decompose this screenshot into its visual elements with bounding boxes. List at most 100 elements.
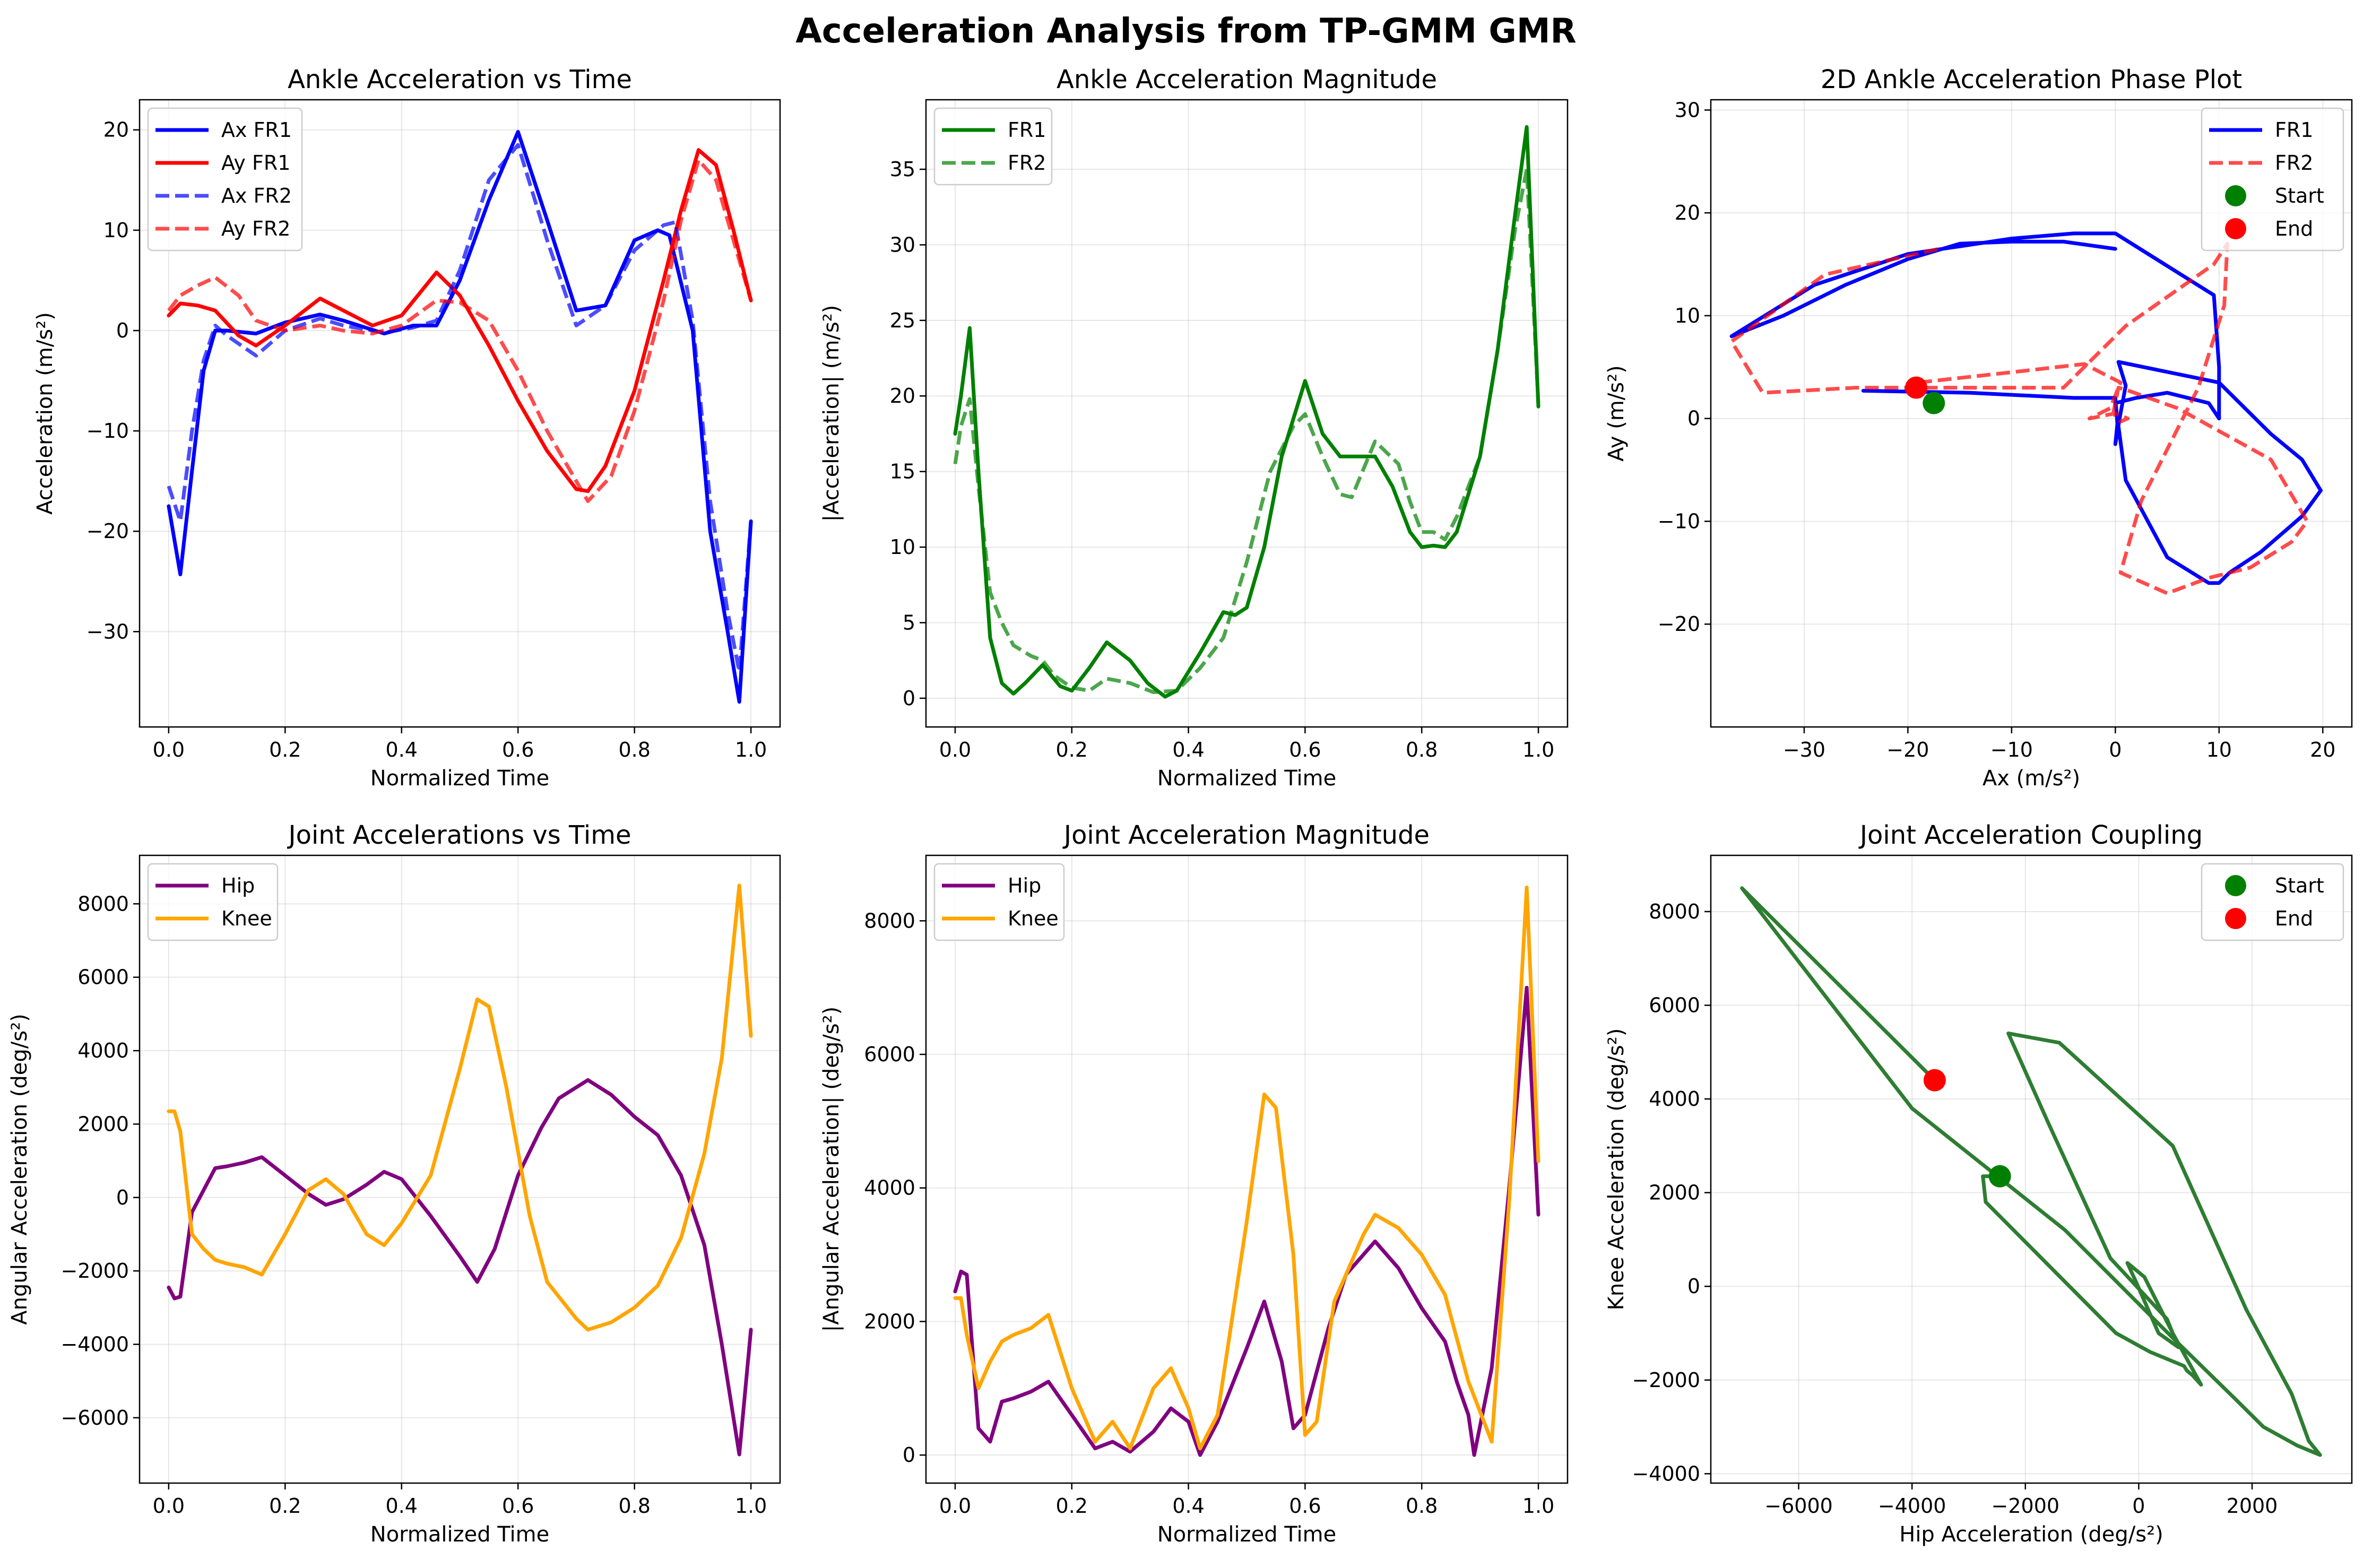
y-tick-label: 0 <box>1687 407 1700 430</box>
y-tick-label: 30 <box>890 233 915 256</box>
y-tick-label: 20 <box>890 384 915 408</box>
x-tick-label: 0 <box>2109 738 2122 761</box>
legend: Hip Knee <box>933 863 1065 941</box>
x-tick-label: 0.4 <box>1172 738 1204 761</box>
x-axis-label: Normalized Time <box>370 1522 549 1547</box>
x-axis-label: Normalized Time <box>370 766 549 791</box>
legend-label: Hip <box>221 874 255 897</box>
y-tick-label: 4000 <box>1649 1087 1700 1111</box>
marker-end <box>1923 1069 1946 1091</box>
legend-marker-start <box>2225 875 2246 896</box>
y-tick-label: 20 <box>103 118 129 142</box>
series-line-fr2 <box>1729 241 2309 595</box>
y-axis-label: Angular Acceleration (deg/s²) <box>7 1013 32 1324</box>
series-line-knee <box>953 885 1540 1451</box>
x-tick-label: −6000 <box>1764 1494 1833 1518</box>
x-tick-label: −4000 <box>1878 1494 1946 1518</box>
y-tick-label: 25 <box>890 309 915 332</box>
plot-area <box>953 885 1540 1457</box>
chart-title: Ankle Acceleration vs Time <box>288 65 632 94</box>
y-tick-label: 8000 <box>1649 900 1700 923</box>
y-tick-label: 30 <box>1675 98 1700 122</box>
legend: FR1 FR2 Start End <box>2201 107 2344 252</box>
x-tick-label: 0.8 <box>1406 738 1438 761</box>
x-tick-label: 0.2 <box>1056 738 1088 761</box>
y-tick-label: 6000 <box>1649 994 1700 1017</box>
y-tick-label: 8000 <box>77 892 129 915</box>
legend-label: FR1 <box>2275 118 2313 142</box>
legend-label: End <box>2275 907 2313 930</box>
x-axis-label: Hip Acceleration (deg/s²) <box>1899 1522 2163 1547</box>
y-tick-label: 5 <box>903 611 915 634</box>
legend-label: Ax FR2 <box>221 184 292 207</box>
series-line-fr2 <box>953 167 1540 694</box>
x-axis-label: Ax (m/s²) <box>1983 766 2080 791</box>
y-tick-label: 0 <box>1687 1275 1700 1298</box>
x-tick-label: 0.6 <box>502 1494 534 1518</box>
series-line-fr1 <box>1729 231 2323 585</box>
plot-area <box>1729 231 2323 595</box>
x-tick-label: 2000 <box>2227 1494 2278 1518</box>
chart-joint-acc-mag: 0.0 0.2 0.4 0.6 0.8 1.0 0 2000 4000 6000 8000 Joint… <box>819 820 1569 1547</box>
series-line-ax-fr2 <box>167 143 753 674</box>
legend-label: Start <box>2275 184 2324 207</box>
plot-area <box>167 130 753 704</box>
y-tick-label: −6000 <box>60 1406 129 1430</box>
x-tick-label: 0.6 <box>1289 1494 1321 1518</box>
legend: Start End <box>2201 863 2344 941</box>
chart-title: Ankle Acceleration Magnitude <box>1057 65 1437 94</box>
y-tick-label: 35 <box>890 158 915 181</box>
y-tick-label: 4000 <box>864 1176 915 1200</box>
legend-box <box>147 863 279 941</box>
y-tick-label: 0 <box>903 687 915 710</box>
x-tick-label: 0.4 <box>1172 1494 1204 1518</box>
y-axis-label: Knee Acceleration (deg/s²) <box>1604 1028 1629 1311</box>
x-tick-label: 0.2 <box>269 738 301 761</box>
marker-start <box>1923 392 1945 414</box>
y-tick-label: 6000 <box>864 1043 915 1066</box>
plot-area <box>167 883 753 1457</box>
legend-label: Ax FR1 <box>221 118 292 142</box>
y-tick-label: 2000 <box>77 1112 129 1136</box>
axes-frame <box>138 99 781 728</box>
x-tick-label: 20 <box>2310 738 2335 761</box>
series-line-fr1 <box>953 125 1540 699</box>
legend-box <box>933 107 1053 186</box>
series-line-hip <box>953 985 1540 1457</box>
legend-box <box>2201 107 2344 252</box>
y-axis-label: |Acceleration| (m/s²) <box>819 305 844 522</box>
y-tick-label: −10 <box>86 419 129 443</box>
y-axis-label: |Angular Acceleration| (deg/s²) <box>819 1007 844 1332</box>
y-axis-label: Ay (m/s²) <box>1604 365 1629 462</box>
legend: Hip Knee <box>147 863 279 941</box>
y-tick-label: 10 <box>1675 304 1700 327</box>
chart-joint-acc-time: 0.0 0.2 0.4 0.6 0.8 1.0 −6000 −4000 −2000 0 2000 40… <box>7 820 781 1547</box>
legend-marker-start <box>2225 185 2246 206</box>
series-line-knee <box>167 883 753 1332</box>
legend-label: Ay FR1 <box>221 151 290 175</box>
y-axis-label: Acceleration (m/s²) <box>33 312 57 515</box>
chart-title: Joint Acceleration Coupling <box>1858 820 2203 850</box>
x-tick-label: 10 <box>2206 738 2232 761</box>
y-tick-label: 10 <box>890 535 915 559</box>
y-tick-label: 15 <box>890 460 915 483</box>
x-tick-label: −30 <box>1783 738 1825 761</box>
y-tick-label: 0 <box>116 319 129 342</box>
legend-label: Hip <box>1008 874 1041 897</box>
y-tick-label: −4000 <box>1632 1462 1700 1485</box>
legend-label: FR2 <box>2275 151 2313 175</box>
chart-title: 2D Ankle Acceleration Phase Plot <box>1821 65 2243 94</box>
legend-label: FR2 <box>1008 151 1046 175</box>
y-tick-label: −2000 <box>1632 1368 1700 1392</box>
legend-label: Start <box>2275 874 2324 897</box>
chart-title: Joint Accelerations vs Time <box>287 820 631 850</box>
chart-joint-coupling: −6000 −4000 −2000 0 2000 −4000 −2000 0 2000 4000 6… <box>1604 820 2353 1547</box>
legend-label: Ay FR2 <box>221 217 290 240</box>
series-line-coupling <box>1740 886 2322 1457</box>
axes-frame <box>925 854 1569 1484</box>
y-tick-label: 2000 <box>864 1310 915 1333</box>
x-tick-label: −2000 <box>1992 1494 2060 1518</box>
y-tick-label: −10 <box>1658 509 1700 533</box>
